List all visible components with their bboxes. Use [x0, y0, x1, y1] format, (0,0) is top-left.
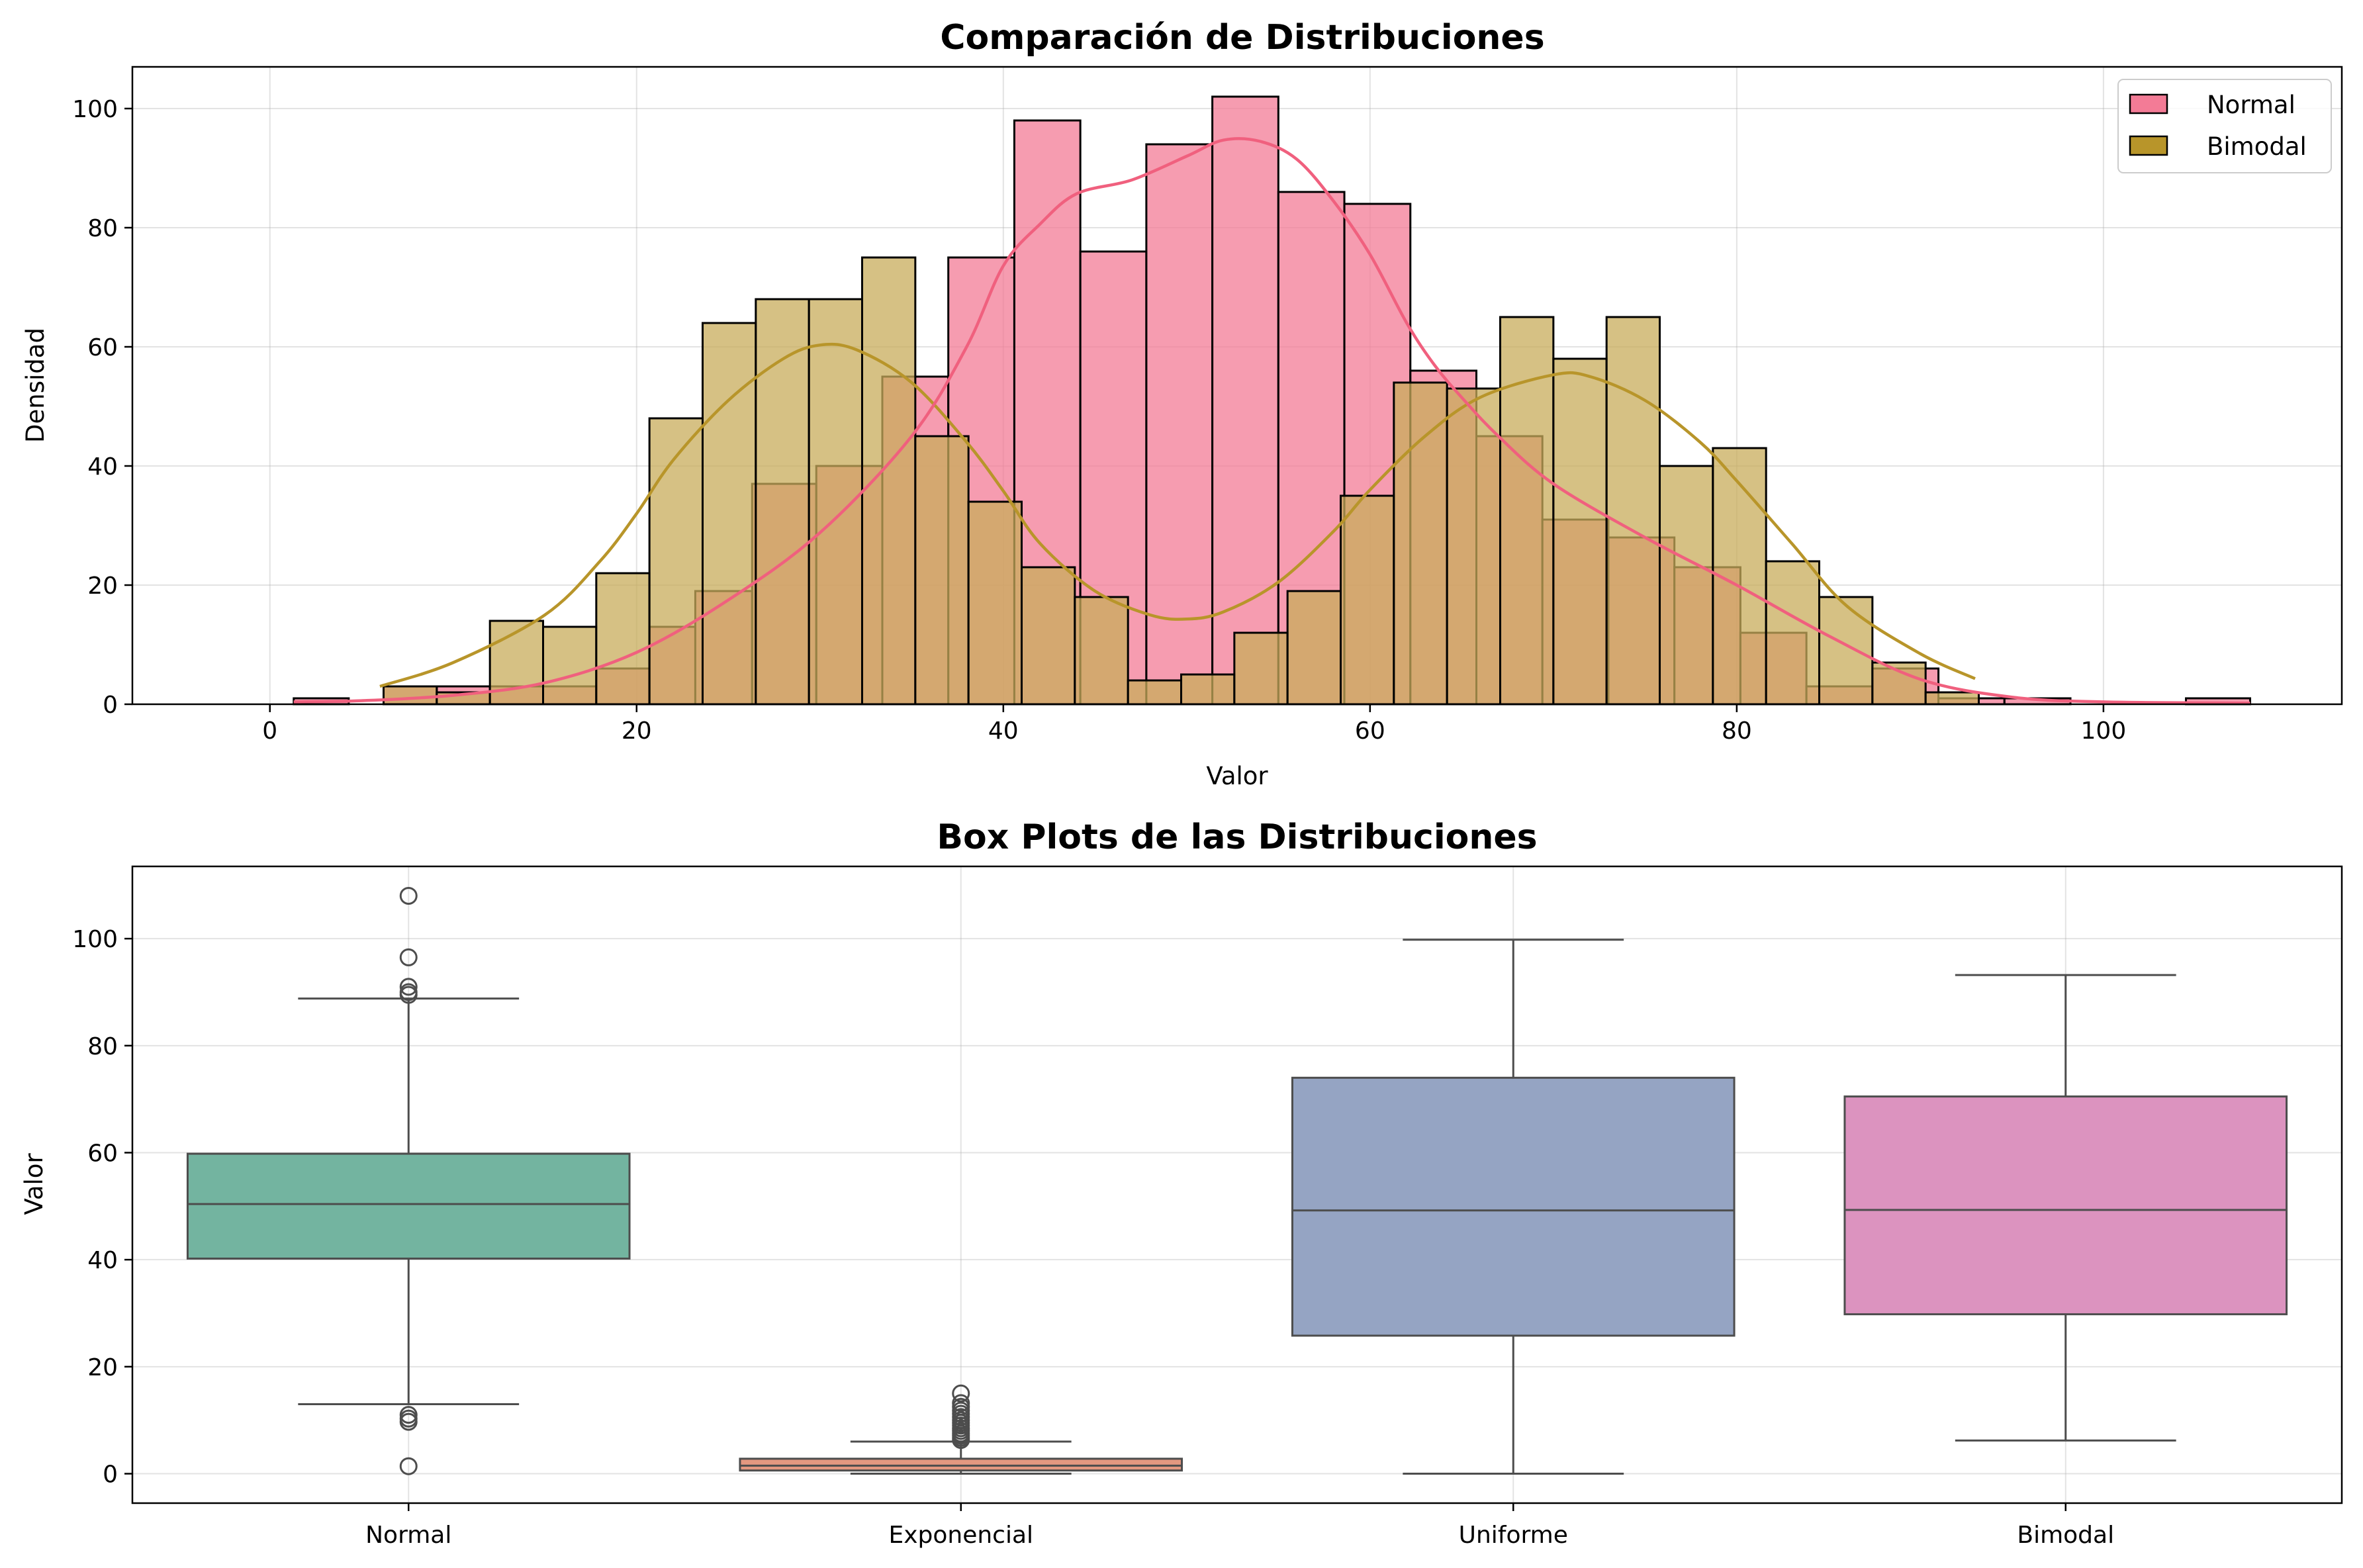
box-y-tick-label-40: 40	[87, 1247, 118, 1274]
bimodal-bar-17	[1286, 590, 1342, 706]
box-y-tick-label-60: 60	[87, 1140, 118, 1167]
normal-outlier-7	[399, 1412, 418, 1431]
boxplot-axes-frame	[131, 865, 2343, 1504]
legend-label-normal: Normal	[2207, 91, 2295, 119]
exponencial-box	[739, 1457, 1183, 1472]
histogram-x-axis-label: Valor	[1206, 762, 1268, 790]
bimodal-bar-0	[383, 685, 438, 706]
normal-bar-15	[1145, 143, 1214, 706]
bimodal-bar-29	[1924, 691, 1980, 706]
hist-y-tick-label-20: 20	[87, 573, 118, 600]
box-y-tick-label-20: 20	[87, 1354, 118, 1381]
uniforme-box	[1291, 1076, 1736, 1337]
normal-outlier-1	[399, 948, 418, 966]
bimodal-bar-24	[1659, 465, 1714, 706]
hist-y-tick-label-100: 100	[72, 96, 118, 123]
hist-x-tick-label-80: 80	[1722, 717, 1752, 745]
box-y-tick-label-80: 80	[87, 1033, 118, 1060]
boxplot-x-ticks: Normal Exponencial Uniforme Bimodal	[365, 1503, 2114, 1549]
histogram-y-axis-label: Densidad	[21, 328, 50, 443]
hist-y-tick-label-80: 80	[87, 215, 118, 242]
normal-outlier-8	[399, 1457, 418, 1475]
legend: Normal Bimodal	[2117, 79, 2332, 173]
bimodal-bar-9	[861, 256, 917, 706]
box-x-tick-label-normal: Normal	[365, 1522, 451, 1549]
bimodal-bar-15	[1180, 673, 1236, 706]
bimodal-bar-22	[1552, 357, 1608, 706]
legend-label-bimodal: Bimodal	[2207, 132, 2307, 161]
bimodal-bar-5	[648, 417, 704, 706]
histogram-axes-frame	[131, 66, 2343, 706]
normal-box	[186, 1152, 631, 1260]
normal-kde-line	[293, 137, 2250, 705]
legend-box	[2117, 79, 2332, 173]
normal-outlier-2	[399, 978, 418, 996]
hist-x-tick-label-40: 40	[988, 717, 1019, 745]
hist-x-tick-label-60: 60	[1355, 717, 1385, 745]
bimodal-bar-18	[1340, 494, 1395, 706]
normal-outlier-0	[399, 886, 418, 905]
bimodal-bar-14	[1127, 679, 1183, 706]
bimodal-bar-23	[1605, 316, 1661, 706]
boxplot-y-ticks: 0 20 40 60 80 100	[72, 926, 132, 1489]
histogram-panel: Comparación de Distribuciones 0 20 40 60 80 1…	[21, 18, 2343, 790]
box-x-tick-label-uniforme: Uniforme	[1459, 1522, 1568, 1549]
bimodal-bar-10	[914, 435, 970, 706]
hist-y-tick-label-0: 0	[103, 692, 118, 719]
hist-x-tick-label-20: 20	[622, 717, 652, 745]
bimodal-bar-28	[1871, 661, 1927, 706]
bimodal-bar-11	[967, 500, 1023, 706]
box-x-tick-label-exponencial: Exponencial	[888, 1522, 1033, 1549]
hist-x-tick-label-100: 100	[2081, 717, 2127, 745]
histogram-x-ticks: 0 20 40 60 80 100	[262, 704, 2126, 745]
normal-outlier-4	[399, 986, 418, 1004]
histogram-y-ticks: 0 20 40 60 80 100	[72, 96, 132, 719]
bimodal-box	[1843, 1095, 2288, 1316]
boxplot-panel: Box Plots de las Distribuciones Normal Ex…	[20, 817, 2343, 1549]
boxplot-boxes	[186, 886, 2288, 1475]
bimodal-bar-6	[702, 322, 757, 706]
bimodal-bar-7	[755, 298, 810, 706]
boxplot-y-axis-label: Valor	[20, 1153, 48, 1215]
bimodal-bar-20	[1446, 387, 1502, 706]
box-x-tick-label-bimodal: Bimodal	[2017, 1522, 2114, 1549]
bimodal-bar-27	[1818, 596, 1874, 706]
boxplot-title: Box Plots de las Distribuciones	[937, 817, 1537, 857]
box-y-tick-label-100: 100	[72, 926, 118, 953]
legend-swatch-normal	[2129, 93, 2168, 115]
exponencial-outlier-0	[952, 1384, 970, 1403]
bimodal-bar-26	[1765, 560, 1821, 706]
hist-y-tick-label-40: 40	[87, 453, 118, 481]
bimodal-bar-12	[1021, 566, 1076, 706]
exponencial-outlier-14	[952, 1431, 970, 1450]
bimodal-bar-16	[1233, 631, 1289, 706]
bimodal-kde-line	[379, 342, 1976, 688]
legend-swatch-bimodal	[2129, 135, 2168, 156]
histogram-title: Comparación de Distribuciones	[940, 18, 1544, 58]
box-y-tick-label-0: 0	[103, 1461, 118, 1489]
bimodal-bar-3	[542, 625, 598, 706]
bimodal-bar-13	[1074, 596, 1129, 706]
hist-x-tick-label-0: 0	[262, 717, 277, 745]
bimodal-bar-4	[595, 572, 651, 706]
hist-y-tick-label-60: 60	[87, 334, 118, 361]
bimodal-bar-19	[1393, 381, 1448, 706]
